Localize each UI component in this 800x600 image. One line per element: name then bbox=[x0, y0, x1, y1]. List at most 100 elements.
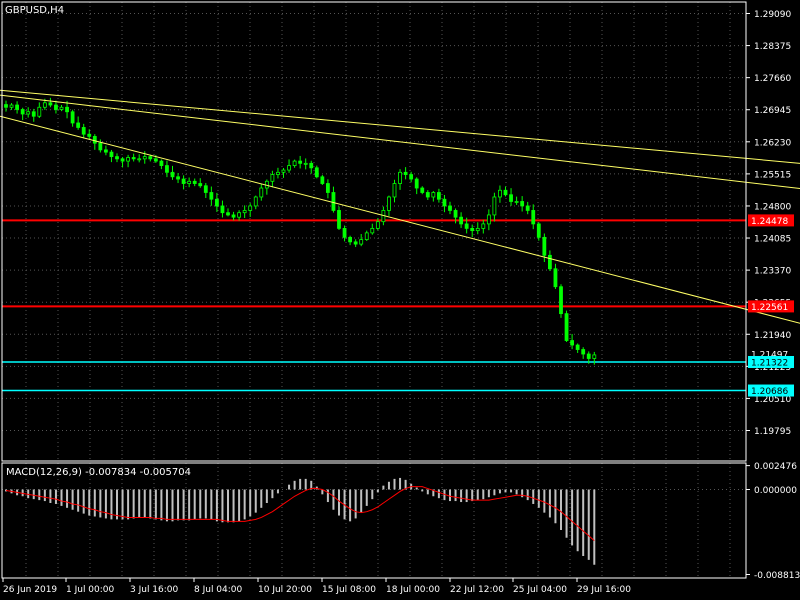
candle-body bbox=[337, 210, 341, 229]
candle bbox=[431, 190, 436, 202]
candle-body bbox=[148, 156, 153, 160]
trendlines[interactable] bbox=[0, 89, 800, 428]
candle bbox=[87, 129, 92, 140]
candle bbox=[48, 97, 53, 108]
candle-body bbox=[420, 187, 425, 193]
candle bbox=[253, 195, 258, 210]
macd-tick-label: 0.002476 bbox=[754, 462, 797, 472]
horizontal-levels[interactable] bbox=[2, 219, 746, 392]
candle-body bbox=[553, 268, 558, 288]
candle bbox=[131, 153, 136, 162]
candle bbox=[31, 108, 36, 122]
candle bbox=[453, 208, 458, 224]
candle bbox=[481, 219, 486, 234]
time-tick-label: 15 Jul 08:00 bbox=[322, 585, 376, 595]
candle-body bbox=[31, 111, 36, 117]
candle-body bbox=[292, 160, 297, 166]
candle bbox=[231, 211, 236, 221]
price-tick-label: 1.24800 bbox=[754, 202, 791, 212]
candle-body bbox=[459, 216, 464, 225]
price-tick-label: 1.20510 bbox=[754, 395, 791, 405]
candle-body bbox=[448, 205, 452, 211]
candle bbox=[176, 173, 180, 184]
candle-body bbox=[364, 232, 369, 241]
trendline-2[interactable] bbox=[0, 94, 800, 230]
candle-body bbox=[514, 201, 519, 203]
candle-body bbox=[536, 223, 541, 238]
level-label: 1.24478 bbox=[751, 217, 788, 227]
time-tick-label: 1 Jul 00:00 bbox=[66, 585, 115, 595]
candle-body bbox=[187, 180, 192, 184]
candle-body bbox=[475, 227, 480, 232]
candle-body bbox=[581, 349, 586, 355]
candle bbox=[220, 200, 225, 218]
candle-body bbox=[520, 201, 525, 207]
candle-body bbox=[20, 109, 25, 115]
candle bbox=[104, 145, 108, 156]
candle-body bbox=[115, 156, 119, 160]
candle-body bbox=[425, 192, 430, 198]
candle bbox=[359, 234, 364, 247]
candle-body bbox=[564, 313, 569, 341]
candle-body bbox=[359, 239, 364, 245]
candle-body bbox=[59, 106, 64, 110]
candle bbox=[214, 192, 219, 212]
candle-body bbox=[242, 210, 247, 214]
macd-axis: 0.002476 0.000000 -0.008813 bbox=[746, 462, 800, 581]
candle bbox=[531, 204, 536, 230]
level-label: 1.21497 bbox=[751, 351, 788, 361]
candle bbox=[92, 134, 97, 150]
time-tick-label: 26 Jun 2019 bbox=[3, 585, 57, 595]
candle bbox=[414, 177, 419, 195]
candle-body bbox=[70, 111, 75, 124]
candle-body bbox=[170, 171, 175, 178]
candle-body bbox=[126, 157, 130, 162]
candle-body bbox=[281, 169, 286, 173]
candle-body bbox=[9, 104, 14, 108]
candle bbox=[553, 263, 558, 289]
candle bbox=[325, 179, 330, 199]
trendline-1[interactable] bbox=[0, 89, 800, 210]
candle-body bbox=[570, 340, 574, 346]
candle-body bbox=[559, 286, 563, 315]
candle-body bbox=[76, 122, 81, 128]
candle bbox=[203, 182, 208, 198]
candle bbox=[470, 224, 475, 238]
candle-body bbox=[220, 205, 225, 214]
candle-body bbox=[104, 149, 108, 153]
candle-body bbox=[259, 187, 264, 198]
level-label: 1.21322 bbox=[751, 358, 788, 368]
candle-body bbox=[198, 183, 203, 187]
level-label-bg bbox=[748, 384, 794, 397]
candle-body bbox=[409, 174, 414, 180]
macd-header: MACD(12,26,9) -0.007834 -0.005704 bbox=[6, 467, 191, 478]
candle bbox=[342, 225, 347, 242]
candle-body bbox=[348, 236, 353, 243]
price-tick-label: 1.25515 bbox=[754, 170, 791, 180]
candle bbox=[409, 171, 414, 183]
candle bbox=[575, 343, 580, 353]
level-label-bg bbox=[748, 214, 794, 227]
candle bbox=[314, 165, 319, 179]
candle-body bbox=[165, 165, 169, 173]
candle bbox=[126, 154, 130, 168]
candle-body bbox=[592, 354, 597, 359]
candle bbox=[59, 104, 64, 112]
candle bbox=[498, 185, 502, 203]
candle-body bbox=[387, 196, 391, 211]
candle-body bbox=[548, 254, 552, 270]
candle-body bbox=[87, 133, 92, 137]
level-label-bg bbox=[748, 300, 794, 313]
candle-body bbox=[131, 157, 136, 160]
candle bbox=[281, 168, 286, 178]
candle-body bbox=[531, 210, 536, 225]
trendline-3[interactable] bbox=[0, 115, 800, 428]
candle-body bbox=[470, 227, 475, 232]
candle-body bbox=[231, 214, 236, 218]
candle-body bbox=[153, 158, 158, 162]
candle-body bbox=[142, 156, 147, 160]
candle bbox=[276, 167, 280, 179]
candle bbox=[170, 165, 175, 180]
